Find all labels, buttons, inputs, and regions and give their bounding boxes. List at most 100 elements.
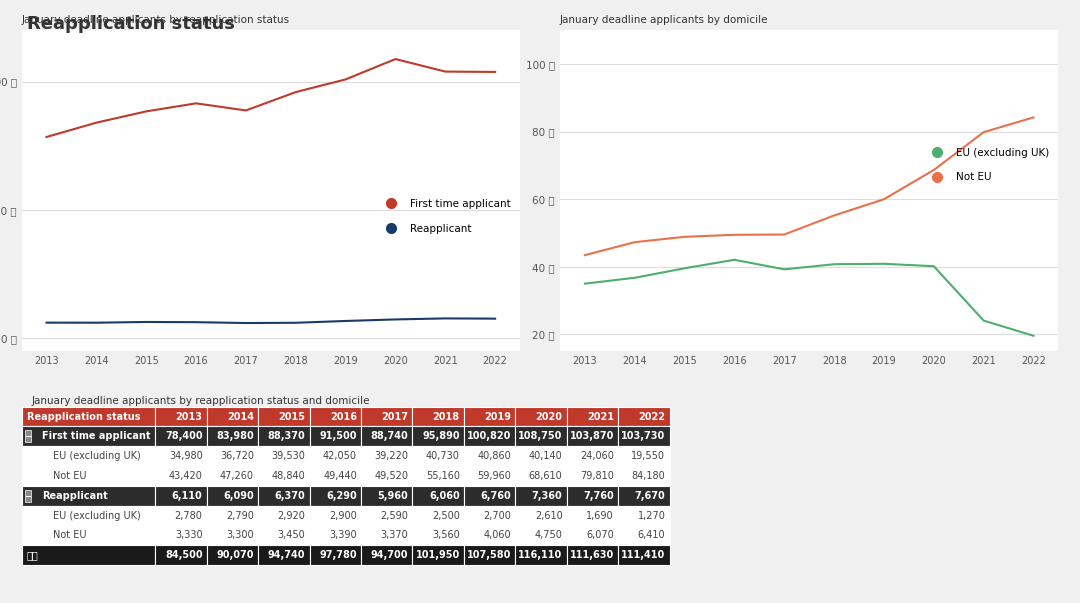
Text: 6,410: 6,410 xyxy=(638,531,665,540)
FancyBboxPatch shape xyxy=(618,486,670,506)
FancyBboxPatch shape xyxy=(361,446,413,466)
FancyBboxPatch shape xyxy=(310,545,361,565)
Text: 111,630: 111,630 xyxy=(570,550,615,560)
Text: 3,370: 3,370 xyxy=(380,531,408,540)
Text: Reapplicant: Reapplicant xyxy=(42,491,108,500)
Text: January deadline applicants by reapplication status and domicile: January deadline applicants by reapplica… xyxy=(32,396,370,406)
Text: 55,160: 55,160 xyxy=(426,471,460,481)
FancyBboxPatch shape xyxy=(464,406,515,426)
Text: 1,690: 1,690 xyxy=(586,511,615,520)
FancyBboxPatch shape xyxy=(258,466,310,486)
FancyBboxPatch shape xyxy=(464,545,515,565)
Text: 108,750: 108,750 xyxy=(518,431,563,441)
Text: 2,700: 2,700 xyxy=(483,511,511,520)
FancyBboxPatch shape xyxy=(206,545,258,565)
FancyBboxPatch shape xyxy=(567,446,618,466)
FancyBboxPatch shape xyxy=(618,426,670,446)
Text: 2013: 2013 xyxy=(176,411,203,421)
Text: 3,390: 3,390 xyxy=(329,531,356,540)
FancyBboxPatch shape xyxy=(156,426,206,446)
Text: 4,750: 4,750 xyxy=(535,531,563,540)
FancyBboxPatch shape xyxy=(206,406,258,426)
FancyBboxPatch shape xyxy=(567,545,618,565)
Text: 2016: 2016 xyxy=(329,411,356,421)
Text: 7,670: 7,670 xyxy=(635,491,665,500)
FancyBboxPatch shape xyxy=(618,446,670,466)
Legend: First time applicant, Reapplicant: First time applicant, Reapplicant xyxy=(377,195,515,238)
Text: 68,610: 68,610 xyxy=(529,471,563,481)
Text: 88,370: 88,370 xyxy=(268,431,306,441)
FancyBboxPatch shape xyxy=(413,446,464,466)
FancyBboxPatch shape xyxy=(361,525,413,545)
FancyBboxPatch shape xyxy=(310,426,361,446)
Text: 7,760: 7,760 xyxy=(583,491,615,500)
FancyBboxPatch shape xyxy=(361,406,413,426)
Text: 3,300: 3,300 xyxy=(227,531,254,540)
FancyBboxPatch shape xyxy=(567,426,618,446)
Text: 19,550: 19,550 xyxy=(632,451,665,461)
Text: 6,110: 6,110 xyxy=(172,491,203,500)
Text: 100,820: 100,820 xyxy=(467,431,511,441)
Text: 2018: 2018 xyxy=(433,411,460,421)
FancyBboxPatch shape xyxy=(361,486,413,506)
FancyBboxPatch shape xyxy=(515,446,567,466)
FancyBboxPatch shape xyxy=(22,426,156,446)
FancyBboxPatch shape xyxy=(206,446,258,466)
Text: Not EU: Not EU xyxy=(53,531,86,540)
Text: 6,090: 6,090 xyxy=(224,491,254,500)
Text: 34,980: 34,980 xyxy=(168,451,203,461)
Text: 59,960: 59,960 xyxy=(477,471,511,481)
FancyBboxPatch shape xyxy=(156,486,206,506)
Text: 1,270: 1,270 xyxy=(637,511,665,520)
Text: 79,810: 79,810 xyxy=(580,471,615,481)
FancyBboxPatch shape xyxy=(515,466,567,486)
Text: 6,060: 6,060 xyxy=(429,491,460,500)
Text: 103,870: 103,870 xyxy=(569,431,615,441)
Text: 7,360: 7,360 xyxy=(531,491,563,500)
Text: 39,530: 39,530 xyxy=(271,451,306,461)
Text: 2015: 2015 xyxy=(279,411,306,421)
FancyBboxPatch shape xyxy=(206,466,258,486)
Text: 2014: 2014 xyxy=(227,411,254,421)
FancyBboxPatch shape xyxy=(25,490,30,502)
FancyBboxPatch shape xyxy=(361,545,413,565)
Text: 2022: 2022 xyxy=(638,411,665,421)
FancyBboxPatch shape xyxy=(206,426,258,446)
FancyBboxPatch shape xyxy=(413,506,464,525)
Text: 2,500: 2,500 xyxy=(432,511,460,520)
FancyBboxPatch shape xyxy=(464,446,515,466)
Text: 5,960: 5,960 xyxy=(378,491,408,500)
Text: 94,740: 94,740 xyxy=(268,550,306,560)
FancyBboxPatch shape xyxy=(618,545,670,565)
Text: 6,760: 6,760 xyxy=(481,491,511,500)
FancyBboxPatch shape xyxy=(310,466,361,486)
Text: 3,450: 3,450 xyxy=(278,531,306,540)
FancyBboxPatch shape xyxy=(258,545,310,565)
Legend: EU (excluding UK), Not EU: EU (excluding UK), Not EU xyxy=(922,144,1053,186)
Text: 2,590: 2,590 xyxy=(380,511,408,520)
FancyBboxPatch shape xyxy=(464,426,515,446)
Text: 101,950: 101,950 xyxy=(416,550,460,560)
Text: 116,110: 116,110 xyxy=(518,550,563,560)
Text: 95,890: 95,890 xyxy=(422,431,460,441)
FancyBboxPatch shape xyxy=(413,525,464,545)
FancyBboxPatch shape xyxy=(156,406,206,426)
Text: First time applicant: First time applicant xyxy=(42,431,151,441)
FancyBboxPatch shape xyxy=(310,446,361,466)
FancyBboxPatch shape xyxy=(413,545,464,565)
FancyBboxPatch shape xyxy=(310,486,361,506)
Text: 88,740: 88,740 xyxy=(370,431,408,441)
FancyBboxPatch shape xyxy=(156,545,206,565)
FancyBboxPatch shape xyxy=(206,486,258,506)
Text: 103,730: 103,730 xyxy=(621,431,665,441)
Text: 6,290: 6,290 xyxy=(326,491,356,500)
Text: Reapplication status: Reapplication status xyxy=(27,15,234,33)
FancyBboxPatch shape xyxy=(413,466,464,486)
FancyBboxPatch shape xyxy=(464,525,515,545)
FancyBboxPatch shape xyxy=(206,506,258,525)
Text: 2,920: 2,920 xyxy=(278,511,306,520)
FancyBboxPatch shape xyxy=(413,406,464,426)
FancyBboxPatch shape xyxy=(515,545,567,565)
Text: 2,900: 2,900 xyxy=(329,511,356,520)
Text: 3,560: 3,560 xyxy=(432,531,460,540)
